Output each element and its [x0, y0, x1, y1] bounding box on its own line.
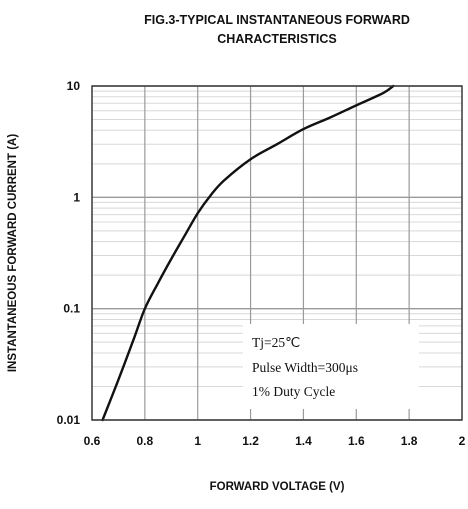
- x-tick-label: 0.8: [137, 434, 154, 448]
- x-tick-label: 1: [194, 434, 201, 448]
- y-tick-label: 1: [73, 190, 80, 204]
- x-tick-label: 1.2: [242, 434, 259, 448]
- y-tick-label: 10: [67, 79, 81, 93]
- x-tick-label: 1.8: [401, 434, 418, 448]
- chart-title: FIG.3-TYPICAL INSTANTANEOUS FORWARD: [144, 13, 410, 27]
- y-axis-title: INSTANTANEOUS FORWARD CURRENT (A): [7, 134, 19, 372]
- y-tick-label: 0.1: [63, 302, 80, 316]
- series-layer: [101, 84, 395, 422]
- y-tick-label: 0.01: [57, 413, 81, 427]
- annotation-box: [243, 324, 419, 409]
- x-tick-label: 1.4: [295, 434, 312, 448]
- x-axis-title: FORWARD VOLTAGE (V): [210, 481, 345, 493]
- forward-current-curve: [101, 84, 395, 422]
- y-tick-labels: 0.01 0.1 1 10: [57, 79, 81, 427]
- x-tick-labels: 0.6 0.8 1 1.2 1.4 1.6 1.8 2: [84, 434, 466, 448]
- annotation-duty-cycle: 1% Duty Cycle: [252, 384, 335, 399]
- chart-subtitle: CHARACTERISTICS: [217, 32, 336, 46]
- x-tick-label: 1.6: [348, 434, 365, 448]
- x-tick-label: 2: [459, 434, 466, 448]
- annotation-temperature: Tj=25℃: [252, 335, 300, 350]
- plot-frame: [91, 85, 463, 421]
- x-tick-label: 0.6: [84, 434, 101, 448]
- annotation-pulse-width: Pulse Width=300μs: [252, 360, 358, 375]
